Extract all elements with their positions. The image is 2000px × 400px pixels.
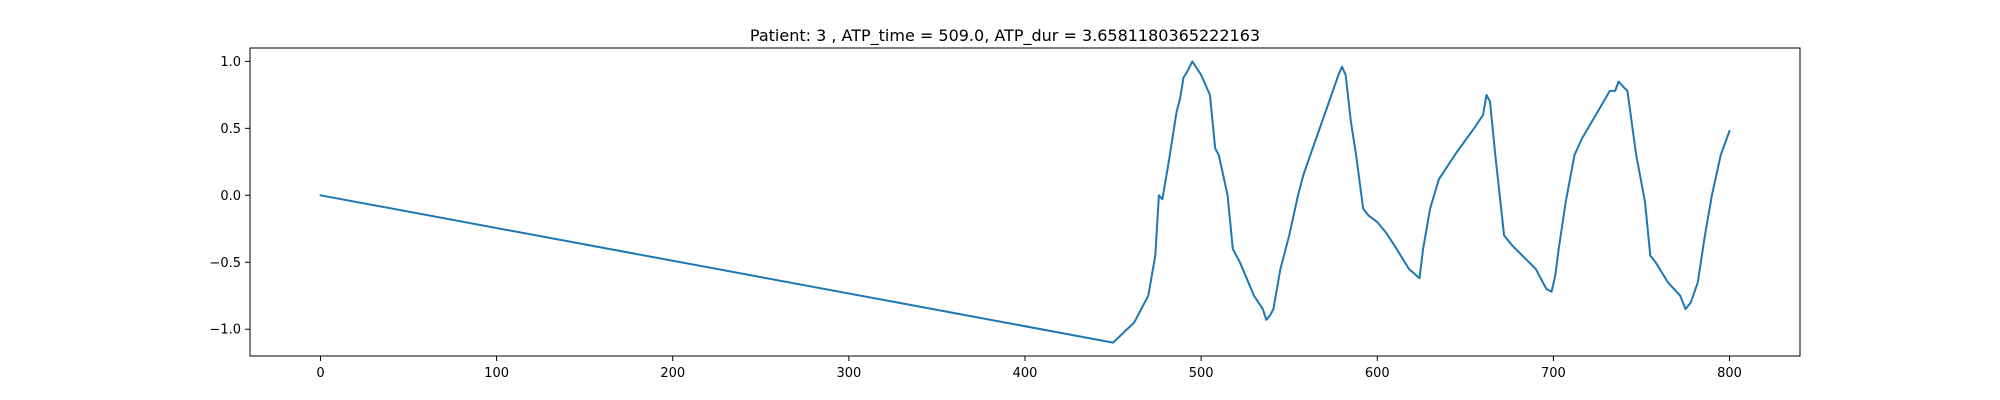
x-tick-label: 300 [836,366,861,381]
chart-title: Patient: 3 , ATP_time = 509.0, ATP_dur =… [750,26,1260,46]
y-axis: −1.0 −0.5 0.0 0.5 1.0 [209,55,250,338]
series-layer [319,60,1731,344]
x-tick-label: 500 [1189,366,1214,381]
y-tick-label: −1.0 [209,323,241,338]
x-axis: 0 100 200 300 400 500 600 700 800 [316,356,1742,381]
x-tick-label: 0 [316,366,324,381]
plot-area-frame [249,47,1801,357]
x-tick-label: 100 [484,366,509,381]
y-tick-label: 0.5 [220,122,241,137]
x-tick-label: 200 [660,366,685,381]
x-tick-label: 600 [1365,366,1390,381]
x-tick-label: 800 [1717,366,1742,381]
y-tick-label: 0.0 [220,189,241,204]
y-tick-label: 1.0 [220,55,241,70]
x-tick-label: 700 [1541,366,1566,381]
series-line [319,60,1731,344]
x-tick-label: 400 [1013,366,1038,381]
y-tick-label: −0.5 [209,256,241,271]
